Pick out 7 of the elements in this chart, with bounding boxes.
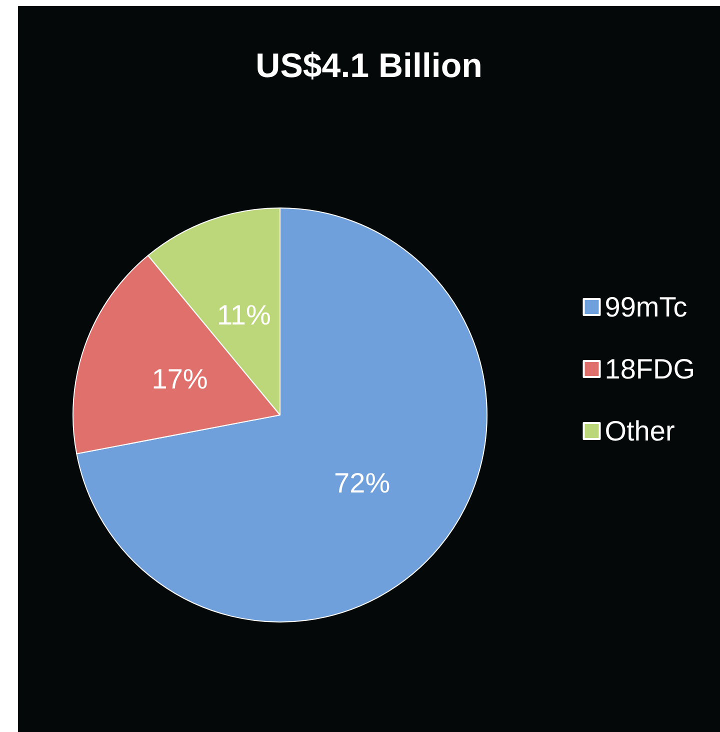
legend-label: Other <box>604 416 675 446</box>
data-label: 11% <box>216 299 271 330</box>
data-label: 17% <box>152 363 208 394</box>
chart-title: US$4.1 Billion <box>256 47 482 85</box>
legend-label: 99mTc <box>604 292 688 322</box>
legend-label: 18FDG <box>604 354 695 384</box>
data-label: 72% <box>334 467 390 498</box>
